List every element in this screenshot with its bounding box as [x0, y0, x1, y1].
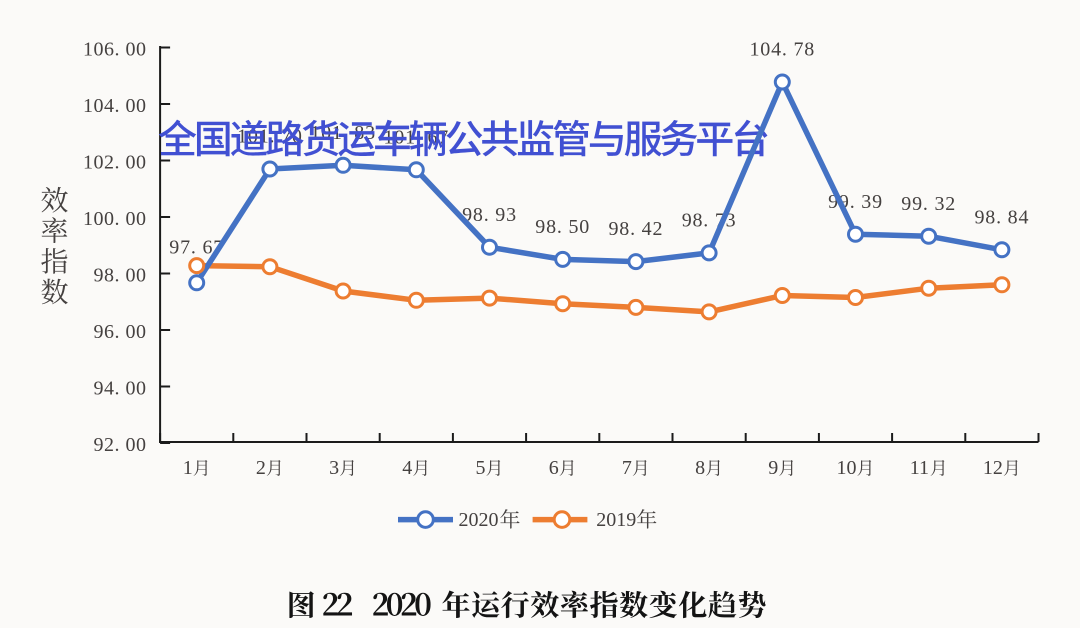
svg-text:98. 00: 98. 00 [94, 265, 147, 287]
svg-text:98. 84: 98. 84 [974, 206, 1029, 228]
svg-text:9: 9 [768, 457, 778, 479]
svg-text:94. 00: 94. 00 [94, 378, 147, 400]
svg-text:104. 00: 104. 00 [83, 95, 147, 117]
svg-text:3: 3 [329, 457, 339, 479]
svg-text:100. 00: 100. 00 [83, 208, 147, 230]
svg-text:96. 00: 96. 00 [94, 321, 147, 343]
svg-text:5: 5 [476, 457, 486, 479]
svg-text:2019: 2019 [596, 509, 636, 531]
svg-text:2: 2 [256, 457, 266, 479]
svg-text:102. 00: 102. 00 [83, 152, 147, 174]
svg-text:104. 78: 104. 78 [749, 39, 815, 61]
svg-text:92. 00: 92. 00 [94, 434, 147, 456]
svg-text:4: 4 [402, 457, 412, 479]
svg-text:98. 42: 98. 42 [608, 218, 663, 240]
svg-text:7: 7 [622, 457, 632, 479]
svg-text:10: 10 [837, 457, 857, 479]
svg-text:12: 12 [983, 457, 1003, 479]
svg-text:98. 93: 98. 93 [462, 204, 517, 226]
svg-text:99. 32: 99. 32 [901, 193, 956, 215]
svg-text:2020: 2020 [459, 509, 499, 531]
svg-text:11: 11 [910, 457, 929, 479]
svg-text:97. 67: 97. 67 [169, 237, 224, 259]
svg-text:106. 00: 106. 00 [83, 39, 147, 61]
svg-text:6: 6 [549, 457, 559, 479]
svg-text:98. 50: 98. 50 [535, 216, 590, 238]
svg-text:1: 1 [183, 457, 193, 479]
svg-text:8: 8 [695, 457, 705, 479]
